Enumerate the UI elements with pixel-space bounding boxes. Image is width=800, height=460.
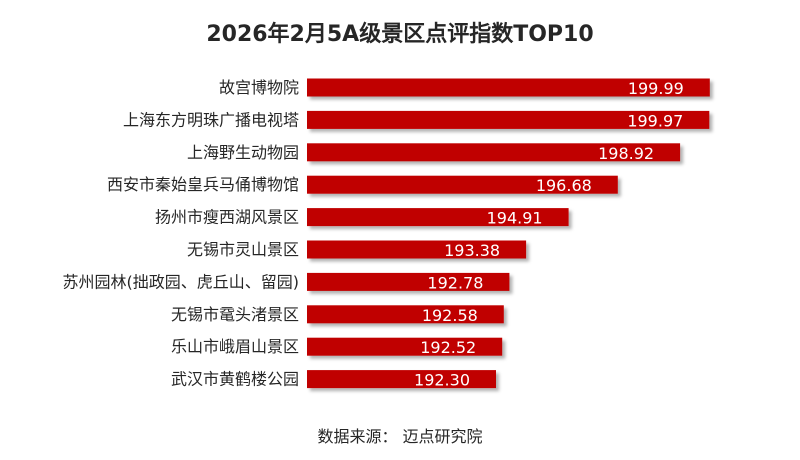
category-label: 上海野生动物园: [187, 143, 299, 162]
category-label: 武汉市黄鹤楼公园: [171, 370, 299, 389]
data-source-note: 数据来源： 迈点研究院: [317, 427, 483, 446]
value-label: 192.58: [422, 306, 478, 325]
category-label: 乐山市峨眉山景区: [171, 337, 299, 356]
value-label: 192.52: [420, 338, 476, 357]
category-label: 故宫博物院: [219, 78, 299, 97]
bar: [307, 272, 510, 291]
bar: [307, 175, 618, 194]
category-labels-group: 故宫博物院上海东方明珠广播电视塔上海野生动物园西安市秦始皇兵马俑博物馆扬州市瘦西…: [63, 78, 300, 389]
bar: [307, 208, 569, 227]
bars-group: [307, 78, 710, 389]
category-label: 苏州园林(拙政园、虎丘山、留园): [63, 272, 300, 291]
bar: [307, 110, 710, 129]
bar: [307, 240, 527, 259]
value-label: 199.97: [627, 111, 683, 130]
value-label: 198.92: [598, 144, 654, 163]
category-label: 扬州市瘦西湖风景区: [155, 208, 299, 227]
bar: [307, 370, 496, 389]
chart-title: 2026年2月5A级景区点评指数TOP10: [206, 22, 594, 47]
value-label: 199.99: [628, 79, 684, 98]
bar: [307, 78, 710, 97]
value-label: 194.91: [487, 209, 543, 228]
category-label: 无锡市鼋头渚景区: [171, 305, 299, 324]
value-label: 192.30: [414, 371, 470, 390]
value-label: 193.38: [444, 241, 500, 260]
value-label: 196.68: [536, 176, 592, 195]
category-label: 西安市秦始皇兵马俑博物馆: [107, 175, 299, 194]
bar: [307, 143, 681, 162]
bar: [307, 305, 504, 324]
value-labels-group: 199.99 199.97 198.92 196.68 194.91 193.38 192.…: [414, 79, 684, 390]
bar: [307, 337, 503, 356]
category-label: 上海东方明珠广播电视塔: [123, 110, 299, 129]
value-label: 192.78: [427, 273, 483, 292]
category-label: 无锡市灵山景区: [187, 240, 299, 259]
